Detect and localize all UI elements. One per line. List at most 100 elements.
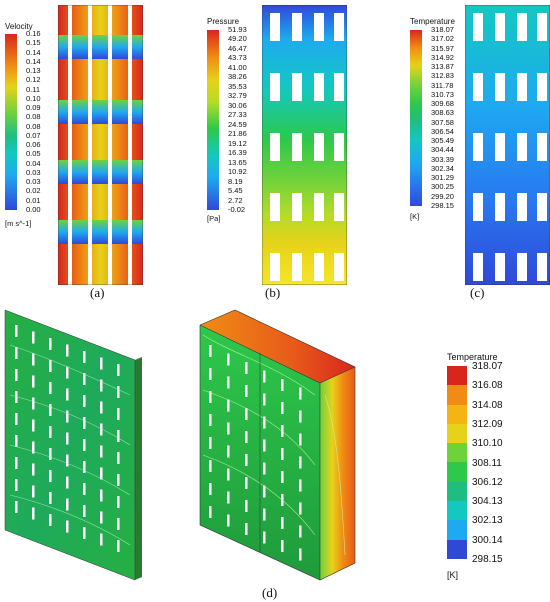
plate-hole — [117, 540, 120, 552]
block-hole — [227, 376, 230, 389]
temperature-slot — [495, 193, 505, 221]
plate-hole — [117, 430, 120, 442]
temperature-slot — [495, 253, 505, 281]
pressure-tick: 13.65 — [228, 157, 247, 167]
plate-hole — [83, 417, 86, 429]
temperature-d-tick: 298.15 — [472, 554, 503, 565]
velocity-tick: 0.04 — [26, 158, 41, 168]
temperature-slot — [517, 13, 527, 41]
plate-hole — [32, 419, 35, 432]
plate-hole — [83, 439, 86, 451]
pressure-tick: 32.79 — [228, 91, 247, 101]
temperature-d-tick: 316.08 — [472, 380, 503, 392]
block-hole — [209, 437, 212, 449]
pressure-tick: 24.59 — [228, 119, 247, 129]
velocity-tick: 0.12 — [26, 75, 41, 85]
block-hole — [299, 410, 302, 423]
plate-hole — [83, 527, 86, 539]
block-hole — [263, 439, 266, 452]
pressure-tick: 41.00 — [228, 62, 247, 72]
temperature-d-tick: 304.13 — [472, 496, 503, 508]
pressure-slot — [292, 133, 302, 161]
block-hole — [227, 445, 230, 458]
pressure-slot — [292, 193, 302, 221]
temperature-c-tick: 318.07 — [431, 25, 454, 34]
velocity-contour-plot — [58, 5, 143, 285]
velocity-tick: 0.14 — [26, 56, 41, 66]
caption-a: (a) — [90, 285, 105, 300]
plate-hole — [49, 514, 52, 526]
plate-hole — [32, 353, 35, 366]
plate-hole — [66, 366, 69, 379]
temperature-d-tick: 314.08 — [472, 399, 503, 411]
block-hole — [245, 362, 248, 374]
velocity-tick: 0.07 — [26, 130, 41, 140]
temperature-slot — [537, 73, 547, 101]
temperature-c-tick: 315.97 — [431, 43, 454, 53]
velocity-tick: 0.05 — [26, 149, 41, 159]
temperature-slot — [495, 73, 505, 101]
plate-hole — [49, 338, 52, 350]
plate-hole — [100, 489, 103, 502]
plate-hole — [100, 533, 103, 546]
pressure-tick: 2.72 — [228, 195, 243, 205]
pressure-tick: 35.53 — [228, 81, 247, 91]
panel-a-velocity: Velocity 0.16 0.15 0.14 0.14 0.13 0.12 0.11 0.1… — [0, 0, 180, 300]
temperature-c-tick: 313.87 — [431, 62, 454, 72]
velocity-tick: 0.11 — [26, 84, 41, 94]
pressure-slot — [270, 133, 280, 161]
pressure-tick: 49.20 — [228, 34, 247, 44]
pressure-tick: 30.06 — [228, 100, 247, 110]
block-hole — [245, 523, 248, 535]
plate-hole — [49, 448, 52, 460]
plate-hole — [66, 410, 69, 423]
pressure-tick: 27.33 — [228, 110, 247, 120]
caption-d: (d) — [262, 585, 278, 600]
velocity-tick: 0.02 — [26, 186, 41, 196]
plate-hole — [32, 441, 35, 454]
pressure-tick: 46.47 — [228, 43, 247, 53]
plate-hole — [32, 463, 35, 476]
block-hole — [263, 508, 266, 521]
plate-hole — [15, 435, 18, 447]
plate-hole — [49, 360, 52, 372]
plate-hole — [117, 496, 120, 508]
temperature-d-unit: [K] — [447, 570, 459, 580]
block-hole — [299, 479, 302, 492]
pressure-slot — [334, 253, 344, 281]
block-hole — [209, 391, 212, 403]
temperature-c-colorbar — [410, 30, 422, 206]
plate-hole — [15, 457, 18, 469]
block-hole — [209, 506, 212, 518]
temperature-c-tick: 299.20 — [431, 191, 454, 201]
temperature-slot — [517, 133, 527, 161]
temperature-c-tick: 304.44 — [431, 145, 454, 155]
plate-hole — [66, 454, 69, 467]
temperature-c-tick: 317.02 — [431, 34, 454, 44]
pressure-slot — [270, 253, 280, 281]
temperature-contour-plot — [465, 5, 550, 285]
temperature-d-tick: 300.14 — [472, 534, 503, 546]
block-hole — [299, 548, 302, 561]
temperature-c-legend-title: Temperature — [410, 17, 455, 26]
block-hole — [209, 483, 212, 495]
panel-c-temperature: Temperature 318.07 317.02 315.97 314.92 313.… — [360, 0, 550, 300]
pressure-slot — [292, 73, 302, 101]
plate-hole — [15, 391, 18, 403]
temperature-slot — [517, 253, 527, 281]
temperature-slot — [517, 73, 527, 101]
plate-hole — [32, 397, 35, 410]
velocity-tick: 0.03 — [26, 177, 41, 187]
temperature-c-tick: 300.25 — [431, 182, 454, 192]
pressure-slot — [314, 193, 324, 221]
temperature-d-colorbar — [447, 366, 467, 559]
temperature-d-tick: 312.09 — [472, 418, 503, 430]
velocity-tick: 0.13 — [26, 66, 41, 76]
velocity-tick: 0.00 — [26, 205, 41, 214]
plate-3d-view — [4, 309, 142, 581]
plate-hole — [66, 432, 69, 445]
pressure-tick: 8.19 — [228, 176, 243, 186]
block-hole — [209, 368, 212, 380]
pressure-tick: 51.93 — [228, 25, 247, 34]
pressure-slot — [334, 133, 344, 161]
